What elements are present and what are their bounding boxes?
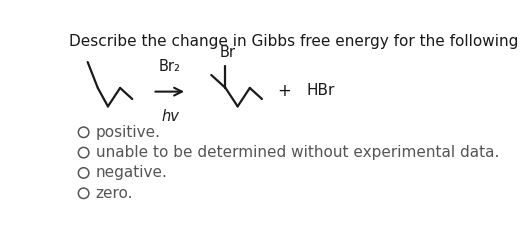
Text: negative.: negative. — [96, 165, 168, 180]
Text: zero.: zero. — [96, 186, 133, 201]
Text: hv: hv — [161, 109, 179, 124]
Text: +: + — [277, 82, 291, 100]
Text: positive.: positive. — [96, 125, 161, 140]
Text: Br₂: Br₂ — [159, 59, 181, 74]
Text: Br: Br — [219, 45, 235, 60]
Text: Describe the change in Gibbs free energy for the following reaction:: Describe the change in Gibbs free energy… — [70, 34, 523, 49]
Text: unable to be determined without experimental data.: unable to be determined without experime… — [96, 145, 499, 160]
Text: HBr: HBr — [306, 83, 335, 98]
